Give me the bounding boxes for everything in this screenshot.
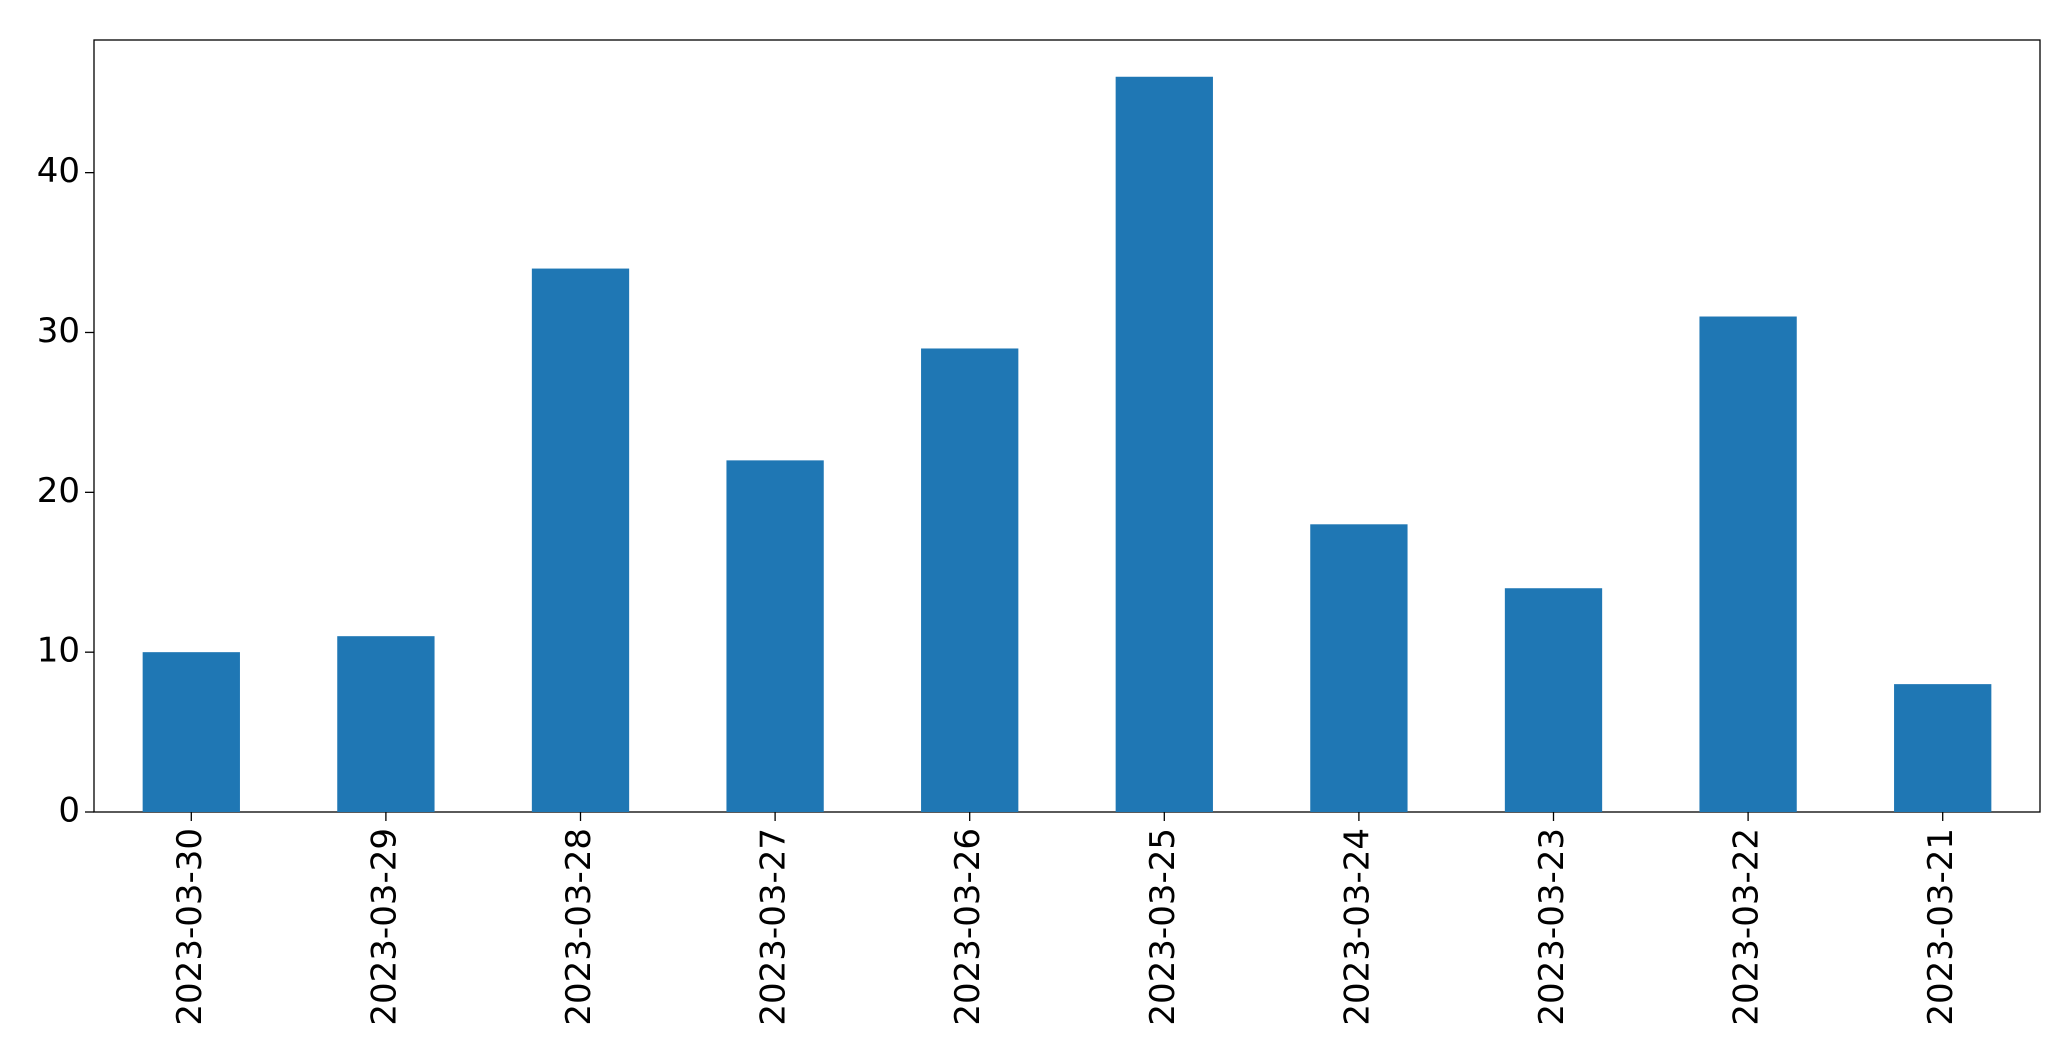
bar — [921, 348, 1019, 812]
bar — [1115, 76, 1213, 812]
y-tick-label: 40 — [37, 151, 80, 191]
y-tick-label: 0 — [58, 791, 80, 831]
x-tick-label: 2023-03-25 — [1143, 828, 1183, 1026]
x-tick-label: 2023-03-21 — [1921, 828, 1961, 1026]
x-tick-label: 2023-03-30 — [170, 828, 210, 1026]
x-tick-label: 2023-03-23 — [1532, 828, 1572, 1026]
bar — [1310, 524, 1408, 812]
x-tick-label: 2023-03-29 — [364, 828, 404, 1026]
bar — [1699, 316, 1797, 812]
y-tick-label: 20 — [37, 471, 80, 511]
bar — [1504, 588, 1603, 812]
bar — [142, 652, 240, 812]
x-tick-label: 2023-03-24 — [1337, 828, 1377, 1026]
x-tick-label: 2023-03-27 — [754, 828, 794, 1026]
bar — [337, 636, 435, 812]
x-tick-label: 2023-03-22 — [1727, 828, 1767, 1026]
plot-frame — [93, 39, 2041, 813]
bar — [726, 460, 824, 812]
y-tick-label: 10 — [37, 631, 80, 671]
bar — [1894, 684, 1992, 812]
y-tick-label: 30 — [37, 311, 80, 351]
bar — [531, 268, 630, 813]
x-tick-label: 2023-03-28 — [559, 828, 599, 1026]
x-tick-label: 2023-03-26 — [948, 828, 988, 1026]
